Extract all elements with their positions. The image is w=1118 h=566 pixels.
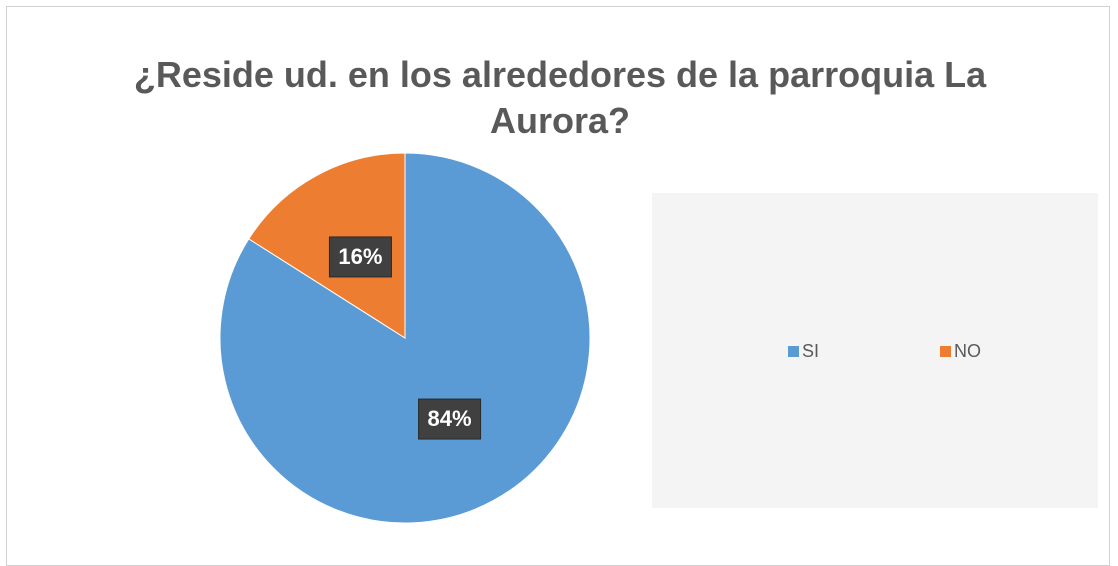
data-label: 16% — [338, 244, 382, 269]
legend-swatch — [940, 346, 951, 357]
data-label: 84% — [428, 406, 472, 431]
pie-slice — [248, 152, 406, 339]
data-label-box — [418, 398, 482, 440]
chart-title: ¿Reside ud. en los alrededores de la par… — [133, 54, 987, 141]
legend-label: NO — [954, 341, 981, 361]
data-label-box — [328, 236, 392, 278]
legend-label: SI — [802, 341, 819, 361]
plot: 84% 16% SI NO — [219, 152, 1098, 524]
legend-box — [652, 193, 1098, 508]
legend-swatch — [788, 346, 799, 357]
chart: ¿Reside ud. en los alrededores de la par… — [6, 6, 1110, 566]
